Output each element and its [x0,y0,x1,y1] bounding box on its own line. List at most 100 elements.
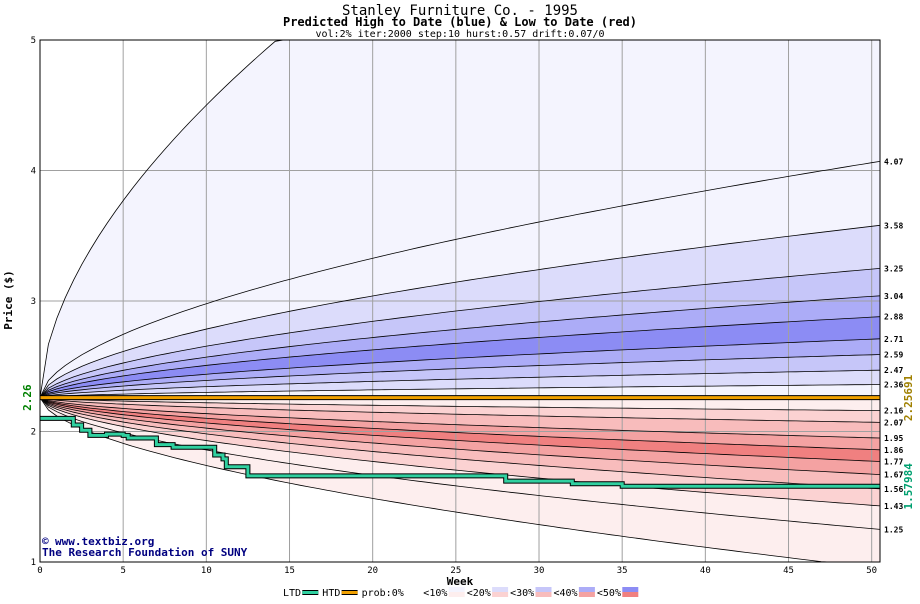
x-tick-label: 40 [700,566,711,576]
legend-label: <50% [597,588,621,599]
legend-label: <30% [510,588,534,599]
x-tick-label: 35 [617,566,628,576]
boundary-line-high [39,161,881,398]
copyright-icon: © [42,535,49,548]
high-band [40,295,880,398]
quantile-label: 1.67 [884,471,903,480]
boundary-line-high [39,369,881,398]
ltd-line [40,416,880,488]
quantile-label: 3.04 [884,292,903,301]
legend-label: HTD [322,588,340,599]
quantile-labels: 4.07 3.58 3.25 3.04 2.88 2.71 2.59 2.47 2.36 2.16… [884,157,915,534]
legend-swatch-high [448,587,465,592]
ltd-final-label: 1.57984 [902,463,915,510]
legend-label: <20% [467,588,491,599]
quantile-label: 1.95 [884,434,903,443]
quantile-label: 2.36 [884,381,903,390]
legend-swatch-low [535,592,552,597]
chart-params: vol:2% iter:2000 step:10 hurst:0.57 drif… [316,29,605,40]
credit-foundation: The Research Foundation of SUNY [42,546,248,559]
boundary-line-low [39,397,881,439]
high-band [40,161,880,398]
low-band [40,397,880,475]
start-price-label: 2.26 [21,384,34,411]
x-tick-label: 50 [866,566,877,576]
low-band [40,397,880,450]
quantile-label: 2.71 [884,335,903,344]
chart-subtitle: Predicted High to Date (blue) & Low to D… [283,15,637,29]
quantile-label: 1.77 [884,458,903,467]
high-band [40,316,880,398]
low-band [40,397,880,462]
x-tick-label: 25 [450,566,461,576]
quantile-label: 3.58 [884,221,903,230]
y-tick-label: 4 [31,167,36,177]
legend-label: <40% [554,588,578,599]
current-price-label: 2.25691 [902,374,915,421]
legend-swatch [341,591,358,594]
high-band [40,354,880,398]
quantile-label: 1.43 [884,502,903,511]
boundary-line-low [39,397,881,490]
legend-swatch [302,591,319,594]
legend: LTD HTD prob:0% <10% <20% <30% <40% <50% [283,587,639,599]
y-tick-label: 5 [31,36,36,46]
quantile-label: 2.59 [884,351,903,360]
boundary-line-high [39,224,881,398]
quantile-label: 2.07 [884,418,903,427]
legend-swatch-low [448,592,465,597]
low-band [40,397,880,506]
x-axis-label: Week [447,575,474,588]
legend-swatch-low [405,592,422,597]
chart-title: Stanley Furniture Co. - 1995 [342,3,578,19]
quantile-label: 1.86 [884,446,903,455]
legend-swatch-high [535,587,552,592]
quantile-label: 1.56 [884,485,903,494]
plot-frame [39,39,881,563]
x-tick-label: 15 [284,566,295,576]
boundary-line-high [39,268,881,398]
x-tick-label: 0 [37,566,42,576]
x-tick-label: 30 [534,566,545,576]
boundary-line-low-outer [39,397,880,563]
legend-swatch-high [622,587,639,592]
quantile-label: 4.07 [884,157,903,166]
legend-swatch-low [578,592,595,597]
x-tick-label: 45 [783,566,794,576]
boundary-line-low [39,397,881,507]
legend-swatch-low [492,592,509,597]
low-band [40,397,880,530]
low-band [40,397,880,562]
y-axis-label: Price ($) [2,270,15,330]
boundary-line-high [39,384,881,398]
quantile-label: 2.88 [884,313,903,322]
quantile-label: 2.16 [884,407,903,416]
x-tick-label: 5 [120,566,125,576]
legend-label: <10% [423,588,447,599]
quantile-label: 2.47 [884,366,903,375]
legend-swatch-high [492,587,509,592]
high-band [40,384,880,398]
credit-website: www.textbiz.org [55,535,154,548]
legend-swatch-low [622,592,639,597]
boundary-line-low [39,397,881,451]
x-tick-label: 20 [367,566,378,576]
low-band [40,397,880,489]
y-tick-label: 2 [31,428,36,438]
high-band [40,370,880,398]
low-band [40,397,880,438]
quantile-label: 3.25 [884,264,903,273]
boundary-line-high [39,295,881,398]
y-tick-label: 3 [31,297,36,307]
boundary-line-low [39,397,881,462]
boundary-line-low [39,397,881,423]
quantile-label: 1.25 [884,525,903,534]
series-lines [39,39,881,563]
boundary-line-low [39,397,881,475]
high-band [40,40,880,398]
boundary-line-high [39,338,881,398]
low-band [40,397,880,411]
